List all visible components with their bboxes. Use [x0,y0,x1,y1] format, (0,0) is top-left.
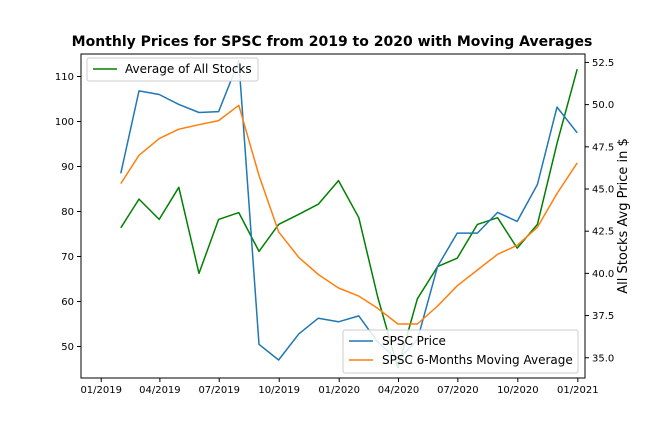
legend-label-all-stocks: Average of All Stocks [125,62,252,76]
y-tick-label-6: 110 [55,72,74,83]
line-spsc-price [120,60,578,361]
y2-tick-label-0: 35.0 [592,353,614,364]
chart-title: Monthly Prices for SPSC from 2019 to 202… [72,34,593,50]
x-tick-label-4: 01/2020 [318,385,360,396]
x-tick-label-7: 10/2020 [497,385,539,396]
line-all-stocks [120,69,578,369]
plot-lines [120,60,578,369]
x-tick-label-5: 04/2020 [378,385,420,396]
y2-tick-label-3: 42.5 [592,227,614,238]
x-tick-label-0: 01/2019 [80,385,122,396]
line-moving-average [120,104,578,325]
y-tick-label-0: 50 [61,342,74,353]
y-tick-label-4: 90 [61,162,74,173]
x-tick-label-6: 07/2020 [437,385,479,396]
legend-lower-right: SPSC Price SPSC 6-Months Moving Average [342,329,579,374]
y2-axis-title: All Stocks Avg Price in $ [616,138,631,293]
y-tick-label-5: 100 [55,117,74,128]
y-tick-label-3: 80 [61,207,74,218]
plot-frame [80,53,586,379]
x-tick-label-1: 04/2019 [139,385,181,396]
x-tick-label-3: 10/2019 [258,385,300,396]
x-tick-label-2: 07/2019 [198,385,240,396]
x-axis: 01/2019 04/2019 07/2019 10/2019 01/2020 04/20… [80,378,599,396]
legend-box [86,57,259,82]
y-axis-left: 50 60 70 80 90 100 110 [55,72,81,353]
y-tick-label-1: 60 [61,297,74,308]
y2-tick-label-1: 37.5 [592,311,614,322]
legend-label-moving-average: SPSC 6-Months Moving Average [382,353,573,367]
y2-tick-label-4: 45.0 [592,185,614,196]
x-tick-label-8: 01/2021 [557,385,599,396]
legend-box [342,329,579,374]
legend-label-spsc-price: SPSC Price [382,334,446,348]
legend-top-left: Average of All Stocks [86,57,259,82]
y2-tick-label-2: 40.0 [592,269,614,280]
y-axis-right: 35.0 37.5 40.0 42.5 45.0 47.5 50.0 52.5 [585,58,614,364]
y2-tick-label-7: 52.5 [592,58,614,69]
y2-tick-label-6: 50.0 [592,100,614,111]
y2-tick-label-5: 47.5 [592,142,614,153]
y-tick-label-2: 70 [61,252,74,263]
